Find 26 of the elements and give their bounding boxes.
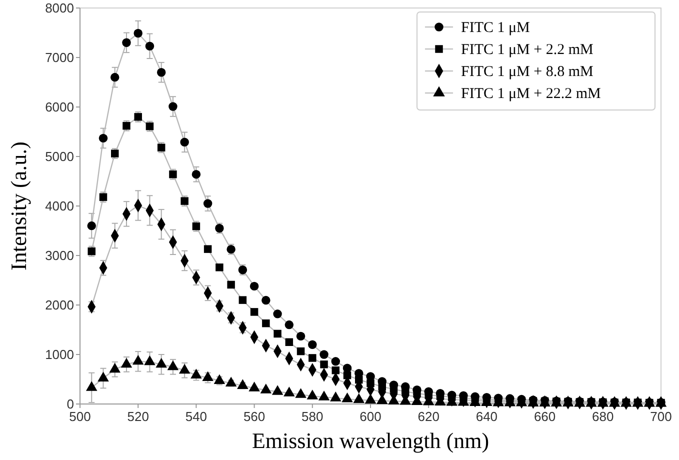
- y-tick-label: 0: [66, 396, 74, 412]
- x-tick-label: 600: [360, 409, 382, 424]
- legend-label: FITC 1 μM + 2.2 mM: [461, 42, 594, 58]
- x-tick-label: 700: [650, 409, 672, 424]
- y-tick-label: 6000: [45, 100, 74, 114]
- x-tick-label: 680: [592, 409, 614, 424]
- x-tick-label: 560: [243, 409, 266, 424]
- legend-label: FITC 1 μM: [461, 20, 530, 36]
- y-tick-label: 4000: [45, 198, 74, 214]
- x-axis-title: Emission wavelength (nm): [252, 428, 490, 453]
- y-axis-title: Intensity (a.u.): [6, 142, 31, 270]
- x-tick-label: 580: [302, 409, 324, 424]
- x-tick-label: 640: [476, 409, 498, 424]
- y-tick-label: 5000: [45, 149, 74, 164]
- x-tick-label: 540: [185, 409, 208, 424]
- y-tick-label: 3000: [45, 248, 74, 263]
- x-tick-label: 620: [418, 409, 440, 424]
- x-tick-label: 520: [127, 409, 149, 424]
- y-tick-label: 1000: [45, 347, 74, 362]
- y-tick-label: 8000: [45, 0, 74, 16]
- y-tick-label: 2000: [45, 298, 74, 312]
- x-tick-label: 500: [69, 409, 91, 424]
- x-tick-label: 660: [534, 409, 556, 424]
- legend-label: FITC 1 μM + 8.8 mM: [461, 64, 594, 80]
- y-tick-label: 7000: [45, 50, 74, 65]
- legend-label: FITC 1 μM + 22.2 mM: [461, 86, 601, 102]
